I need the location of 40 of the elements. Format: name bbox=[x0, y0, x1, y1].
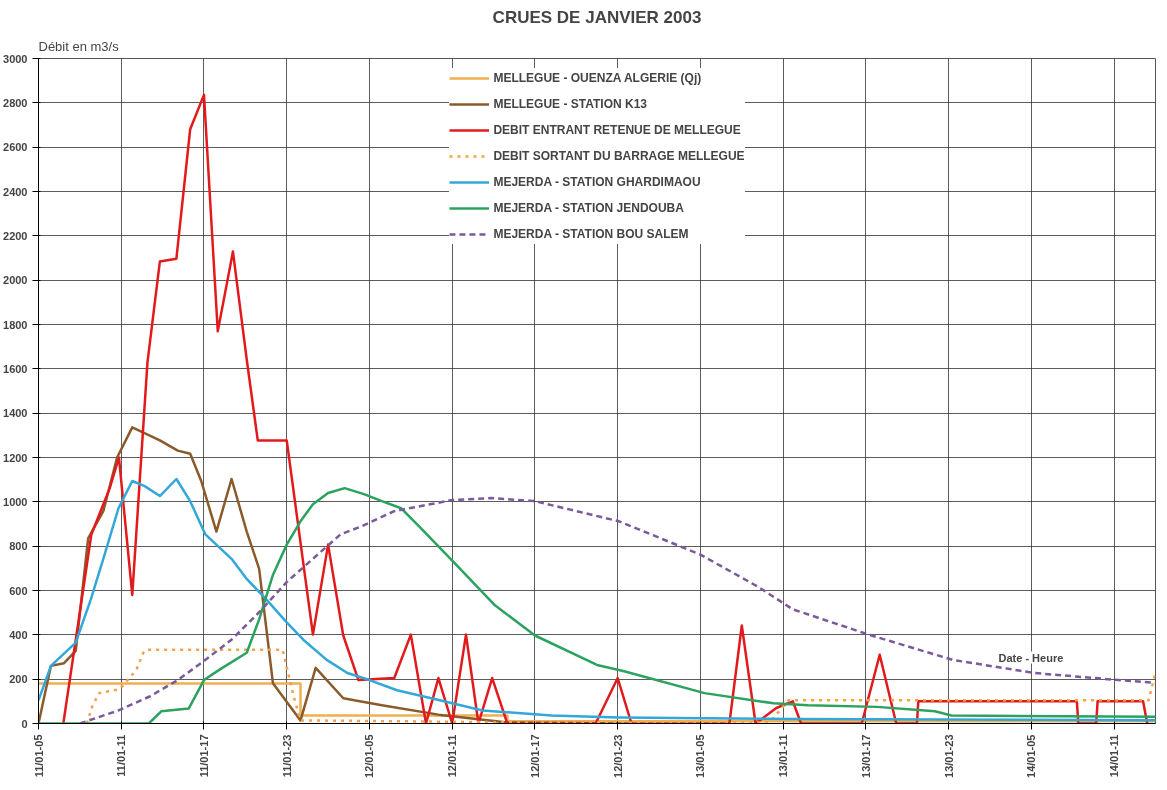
x-tick-label: 12/01-17 bbox=[528, 734, 541, 778]
y-tick-label: 400 bbox=[9, 628, 28, 641]
y-tick-label: 200 bbox=[9, 673, 28, 686]
legend-label: DEBIT ENTRANT RETENUE DE MELLEGUE bbox=[493, 123, 741, 137]
x-axis-title: Date - Heure bbox=[998, 651, 1064, 664]
x-tick-label: 14/01-11 bbox=[1108, 734, 1121, 778]
y-tick-label: 3000 bbox=[3, 52, 28, 65]
y-tick-label: 2800 bbox=[3, 96, 28, 109]
y-tick-label: 800 bbox=[9, 540, 28, 553]
x-tick-label: 11/01-05 bbox=[32, 734, 45, 778]
x-tick-label: 13/01-23 bbox=[942, 734, 955, 778]
chart-title: CRUES DE JANVIER 2003 bbox=[492, 7, 702, 27]
x-tick-label: 12/01-23 bbox=[611, 734, 624, 778]
y-tick-label: 2000 bbox=[3, 274, 28, 287]
x-tick-label: 13/01-11 bbox=[777, 734, 790, 778]
y-tick-label: 1200 bbox=[3, 451, 28, 464]
y-tick-label: 1400 bbox=[3, 407, 28, 420]
y-axis-title: Débit en m3/s bbox=[38, 38, 120, 54]
legend-label: DEBIT SORTANT DU BARRAGE MELLEGUE bbox=[493, 149, 745, 163]
x-tick-label: 12/01-05 bbox=[363, 734, 376, 778]
x-tick-label: 11/01-11 bbox=[115, 734, 128, 777]
y-tick-label: 600 bbox=[9, 584, 28, 597]
legend-label: MEJERDA - STATION JENDOUBA bbox=[493, 201, 684, 215]
y-tick-label: 1600 bbox=[3, 362, 28, 375]
x-tick-label: 11/01-23 bbox=[280, 734, 293, 778]
legend-label: MELLEGUE - STATION K13 bbox=[493, 97, 648, 111]
y-tick-label: 2200 bbox=[3, 229, 28, 242]
x-tick-label: 13/01-05 bbox=[694, 734, 707, 778]
y-tick-label: 2600 bbox=[3, 141, 28, 154]
legend-label: MELLEGUE - OUENZA ALGERIE (Qj) bbox=[493, 71, 702, 85]
x-tick-label: 13/01-17 bbox=[859, 734, 872, 778]
legend-label: MEJERDA - STATION GHARDIMAOU bbox=[493, 175, 701, 189]
x-tick-label: 14/01-05 bbox=[1025, 734, 1038, 778]
x-tick-label: 12/01-11 bbox=[446, 734, 459, 778]
x-tick-label: 11/01-17 bbox=[197, 734, 210, 778]
y-tick-label: 0 bbox=[21, 717, 28, 730]
y-tick-label: 1800 bbox=[3, 318, 28, 331]
y-tick-label: 1000 bbox=[3, 495, 28, 508]
y-tick-label: 2400 bbox=[3, 185, 28, 198]
legend-label: MEJERDA - STATION BOU SALEM bbox=[493, 227, 689, 241]
